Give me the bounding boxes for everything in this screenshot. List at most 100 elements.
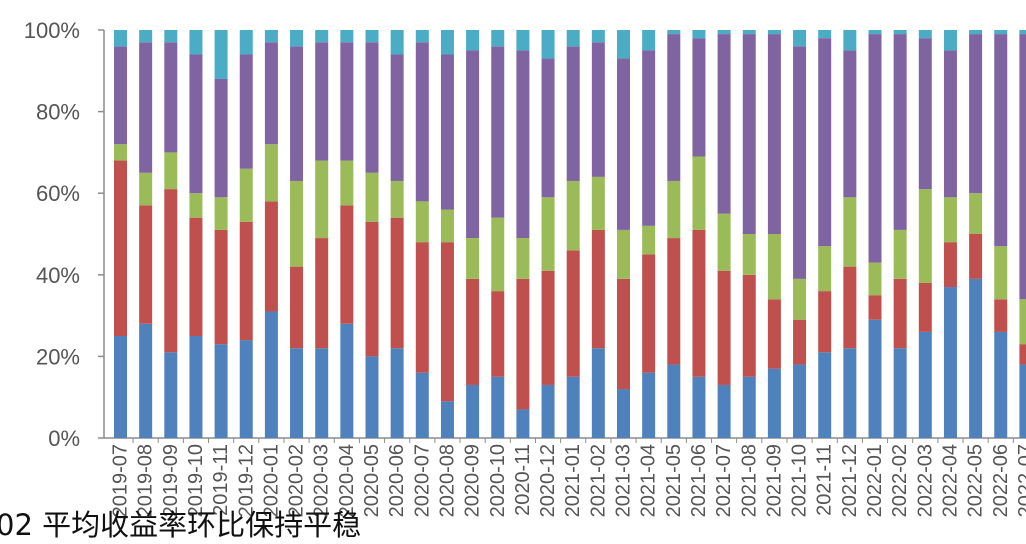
bar-segment xyxy=(1019,299,1026,344)
bar-segment xyxy=(240,169,253,222)
bar-segment xyxy=(793,279,806,320)
bar-segment xyxy=(215,197,228,230)
bar-segment xyxy=(315,30,328,42)
x-tick-label: 2021-08 xyxy=(738,444,760,517)
bar-segment xyxy=(793,30,806,46)
bar-segment xyxy=(592,30,605,42)
bar-segment xyxy=(114,336,127,438)
bar-segment xyxy=(189,30,202,54)
bar-segment xyxy=(466,238,479,279)
bar-segment xyxy=(290,46,303,181)
bar-segment xyxy=(969,193,982,234)
bar-segment xyxy=(969,234,982,279)
bar-segment xyxy=(743,275,756,377)
bar-segment xyxy=(667,181,680,238)
bar-segment xyxy=(290,181,303,267)
bar-segment xyxy=(114,161,127,336)
bar-segment xyxy=(542,271,555,385)
bar-segment xyxy=(466,279,479,385)
bar-segment xyxy=(114,46,127,144)
bar-segment xyxy=(1019,344,1026,364)
x-tick-label: 2021-03 xyxy=(613,444,635,517)
bar-segment xyxy=(894,279,907,348)
bar-segment xyxy=(139,173,152,206)
bar-segment xyxy=(994,34,1007,246)
bar-segment xyxy=(315,161,328,239)
x-tick-label: 2020-10 xyxy=(487,444,509,517)
bar-segment xyxy=(441,242,454,401)
bar-segment xyxy=(542,385,555,438)
x-tick-label: 2021-02 xyxy=(587,444,609,517)
bar-segment xyxy=(617,30,630,59)
bar-segment xyxy=(290,30,303,46)
x-tick-label: 2020-12 xyxy=(537,444,559,517)
bar-segment xyxy=(919,332,932,438)
x-tick-label: 2021-01 xyxy=(562,444,584,517)
bar-segment xyxy=(944,50,957,197)
bar-segment xyxy=(139,205,152,323)
bar-segment xyxy=(944,197,957,242)
bar-segment xyxy=(139,324,152,438)
bar-segment xyxy=(869,34,882,262)
bar-segment xyxy=(969,279,982,438)
bar-segment xyxy=(441,54,454,209)
bar-segment xyxy=(315,348,328,438)
bar-segment xyxy=(919,30,932,38)
bar-segment xyxy=(592,177,605,230)
bar-segment xyxy=(894,348,907,438)
bar-segment xyxy=(617,230,630,279)
x-tick-label: 2020-09 xyxy=(462,444,484,517)
bar-segment xyxy=(516,409,529,438)
bar-segment xyxy=(164,189,177,352)
bar-segment xyxy=(692,377,705,438)
bar-segment xyxy=(692,156,705,229)
bar-segment xyxy=(994,332,1007,438)
bar-segment xyxy=(441,401,454,438)
x-tick-label: 2020-11 xyxy=(512,444,534,516)
bar-segment xyxy=(869,30,882,34)
bar-segment xyxy=(391,54,404,180)
bar-segment xyxy=(894,30,907,34)
bar-segment xyxy=(366,222,379,357)
bar-segment xyxy=(416,30,429,42)
bar-segment xyxy=(592,348,605,438)
x-tick-label: 2021-11 xyxy=(814,444,836,516)
bar-segment xyxy=(491,291,504,377)
bar-segment xyxy=(114,144,127,160)
x-tick-label: 2020-08 xyxy=(436,444,458,517)
x-tick-label: 2022-05 xyxy=(965,444,987,517)
bar-segment xyxy=(818,30,831,38)
bar-segment xyxy=(366,356,379,438)
bar-segment xyxy=(189,218,202,336)
bar-segment xyxy=(944,287,957,438)
x-tick-label: 2022-02 xyxy=(889,444,911,517)
bar-segment xyxy=(1019,365,1026,438)
bar-segment xyxy=(139,42,152,173)
bar-segment xyxy=(894,230,907,279)
y-tick-label: 80% xyxy=(36,100,80,125)
bar-segment xyxy=(340,205,353,323)
bar-segment xyxy=(617,279,630,389)
y-tick-label: 40% xyxy=(36,263,80,288)
bar-segment xyxy=(743,234,756,275)
bar-segment xyxy=(391,348,404,438)
bar-segment xyxy=(215,230,228,344)
bar-segment xyxy=(240,54,253,168)
bar-segment xyxy=(818,352,831,438)
bar-segment xyxy=(516,50,529,238)
bar-segment xyxy=(164,152,177,189)
bar-segment xyxy=(340,30,353,42)
bar-segment xyxy=(466,30,479,50)
bar-segment xyxy=(1019,30,1026,34)
bar-segment xyxy=(818,246,831,291)
bar-segment xyxy=(542,30,555,59)
bar-segment xyxy=(994,246,1007,299)
bar-segment xyxy=(189,54,202,193)
bar-segment xyxy=(315,42,328,160)
bar-segment xyxy=(843,348,856,438)
bar-segment xyxy=(919,283,932,332)
x-tick-label: 2021-10 xyxy=(789,444,811,517)
y-tick-label: 100% xyxy=(24,18,80,43)
bar-segment xyxy=(793,365,806,438)
bar-segment xyxy=(843,50,856,197)
